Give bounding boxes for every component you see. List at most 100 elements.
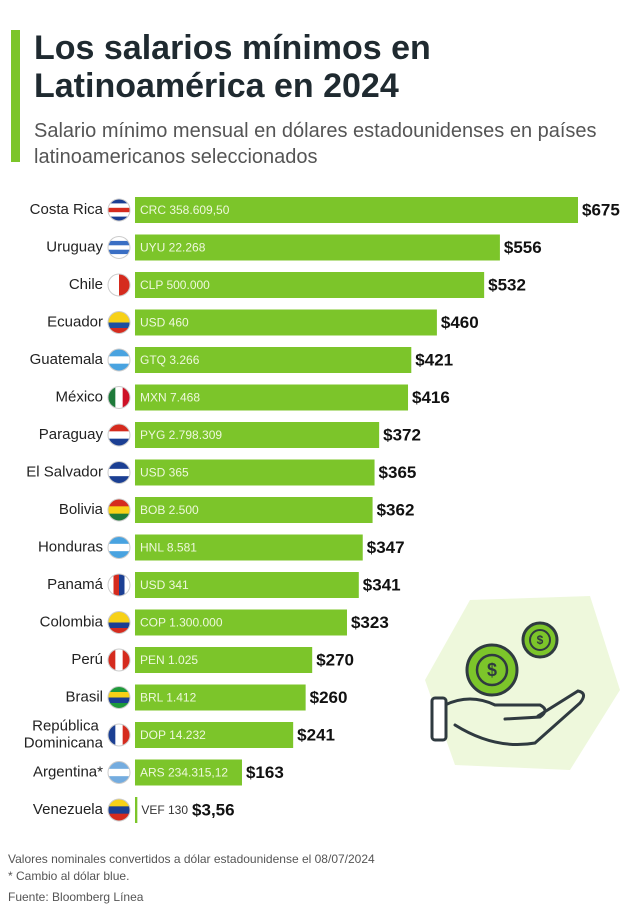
coin-icon bbox=[465, 643, 519, 697]
illustration: $ $ bbox=[425, 596, 620, 770]
flag-stripe bbox=[108, 692, 130, 698]
coin-icon bbox=[521, 621, 559, 659]
y-tick-label: Ecuador bbox=[47, 313, 103, 330]
flag-border bbox=[107, 348, 131, 372]
flag-stripe bbox=[108, 431, 130, 440]
flag-icon bbox=[107, 273, 131, 297]
flag-stripe bbox=[108, 274, 114, 296]
value-label: $241 bbox=[297, 725, 335, 744]
flag-stripe bbox=[108, 317, 130, 323]
footnote: Valores nominales convertidos a dólar es… bbox=[8, 852, 375, 866]
flag-stripe bbox=[108, 622, 130, 629]
local-currency-label: UYU 22.268 bbox=[140, 241, 206, 255]
flag-stripe bbox=[122, 386, 130, 409]
flag-border bbox=[107, 311, 131, 334]
value-label: $362 bbox=[377, 500, 415, 519]
flag-icon bbox=[107, 723, 131, 747]
y-tick-label: Brasil bbox=[65, 688, 103, 705]
bar bbox=[135, 497, 373, 523]
flag-stripe bbox=[108, 724, 116, 746]
local-currency-label: CLP 500.000 bbox=[140, 278, 210, 292]
y-tick-label: Perú bbox=[71, 651, 103, 668]
local-currency-label: USD 365 bbox=[140, 466, 189, 480]
bar bbox=[135, 609, 347, 636]
flag-border bbox=[107, 611, 131, 634]
local-currency-label: COP 1.300.000 bbox=[140, 616, 223, 630]
footnote: Fuente: Bloomberg Línea bbox=[8, 890, 144, 904]
flag-stripe bbox=[108, 461, 130, 470]
flag-stripe bbox=[108, 468, 130, 477]
local-currency-label: GTQ 3.266 bbox=[140, 353, 200, 367]
flag-stripe bbox=[108, 363, 130, 371]
bar bbox=[135, 197, 578, 223]
value-label: $372 bbox=[383, 425, 421, 444]
value-label: $460 bbox=[441, 313, 479, 332]
flag-stripe bbox=[115, 386, 124, 409]
bar bbox=[135, 384, 409, 411]
flag-border bbox=[107, 423, 131, 447]
flag-icon bbox=[107, 348, 131, 372]
flag-stripe bbox=[108, 703, 130, 709]
flag-stripe bbox=[108, 254, 130, 259]
y-tick-label: Guatemala bbox=[30, 351, 104, 368]
flag-stripe bbox=[108, 697, 130, 704]
flag-stripe bbox=[108, 499, 130, 507]
flag-icon bbox=[107, 423, 131, 447]
flag-stripe bbox=[108, 245, 130, 251]
y-tick-label: Chile bbox=[69, 276, 103, 293]
flag-stripe bbox=[119, 274, 125, 296]
y-tick-label: Argentina* bbox=[33, 763, 103, 780]
flag-stripe bbox=[108, 813, 130, 821]
y-tick-label: México bbox=[55, 388, 103, 405]
value-label: $365 bbox=[379, 463, 417, 482]
flag-stripe bbox=[108, 574, 114, 596]
flag-border bbox=[107, 648, 131, 672]
flag-stripe bbox=[108, 806, 130, 815]
chart-subtitle: Salario mínimo mensual en dólares estado… bbox=[34, 120, 602, 168]
flag-stripe bbox=[108, 506, 130, 515]
local-currency-label: BRL 1.412 bbox=[140, 691, 197, 705]
flag-icon bbox=[107, 648, 131, 672]
coin-symbol: $ bbox=[537, 633, 544, 647]
flag-stripe bbox=[122, 649, 130, 671]
flag-border bbox=[107, 498, 131, 522]
bar bbox=[135, 647, 313, 673]
flag-stripe bbox=[108, 476, 130, 484]
bar bbox=[135, 684, 306, 711]
flag-stripe bbox=[108, 249, 130, 255]
flag-stripe bbox=[108, 199, 130, 204]
bar bbox=[135, 309, 437, 336]
flag-stripe bbox=[108, 513, 130, 521]
flag-stripe bbox=[113, 574, 120, 596]
flag-icon bbox=[107, 761, 131, 784]
flag-icon bbox=[107, 798, 131, 822]
bar bbox=[135, 722, 294, 748]
y-tick-label: Colombia bbox=[40, 613, 104, 630]
y-tick-label: Honduras bbox=[38, 538, 103, 555]
flag-border bbox=[107, 461, 131, 484]
flag-border bbox=[107, 273, 131, 297]
flag-stripe bbox=[108, 386, 116, 409]
flag-border bbox=[107, 536, 131, 559]
flag-border bbox=[107, 573, 131, 597]
coin-ring bbox=[529, 629, 551, 651]
hand-icon bbox=[443, 689, 585, 747]
flag-border bbox=[107, 798, 131, 822]
hexagon-bg bbox=[425, 596, 620, 770]
flag-stripe bbox=[108, 776, 130, 784]
local-currency-label: ARS 234.315,12 bbox=[140, 766, 228, 780]
flag-stripe bbox=[113, 274, 120, 296]
value-label: $341 bbox=[363, 575, 401, 594]
y-tick-label: Bolivia bbox=[59, 501, 104, 518]
value-label: $421 bbox=[415, 350, 453, 369]
flag-stripe bbox=[115, 724, 124, 746]
bar bbox=[135, 534, 363, 561]
flag-stripe bbox=[108, 216, 130, 221]
value-label: $347 bbox=[367, 538, 405, 557]
flag-icon bbox=[107, 386, 131, 409]
local-currency-label: PYG 2.798.309 bbox=[140, 428, 222, 442]
local-currency-label: CRC 358.609,50 bbox=[140, 203, 230, 217]
y-tick-label: Panamá bbox=[47, 576, 104, 593]
flag-stripe bbox=[108, 203, 130, 209]
value-label: $532 bbox=[488, 275, 526, 294]
